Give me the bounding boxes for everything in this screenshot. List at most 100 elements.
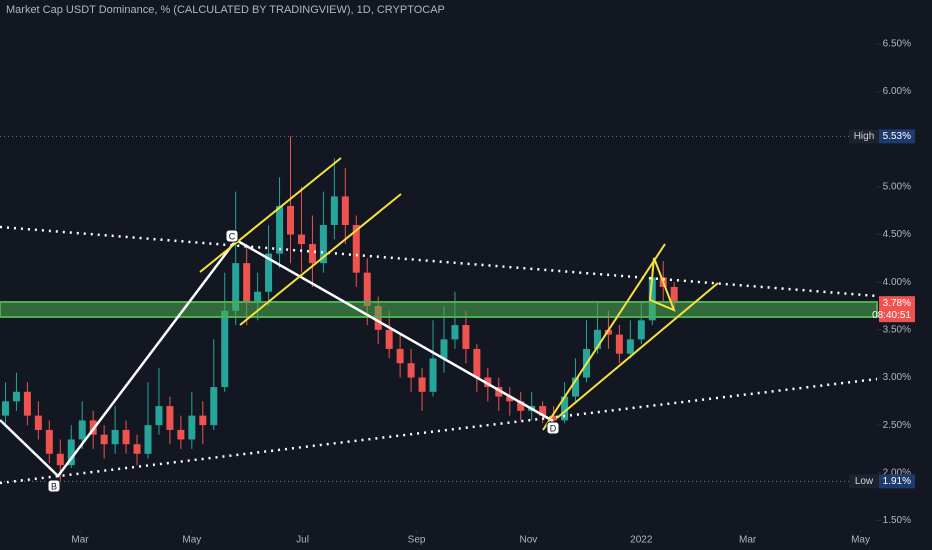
- candle-body: [100, 434, 108, 445]
- candle-body: [23, 391, 31, 416]
- last-price: 3.78%: [883, 298, 911, 309]
- zigzag: [0, 238, 554, 478]
- candle-body: [166, 406, 174, 430]
- candle-body: [385, 329, 393, 349]
- candle-body: [308, 244, 316, 264]
- pivot-label: B: [51, 481, 57, 491]
- candle-body: [429, 358, 437, 392]
- candle-body: [122, 429, 130, 445]
- candle-body: [550, 415, 558, 421]
- candle-body: [133, 444, 141, 454]
- channel-line: [239, 193, 402, 326]
- support-zone: [0, 301, 878, 318]
- x-tick-label: Sep: [408, 535, 426, 546]
- flag-triangle: [648, 257, 676, 312]
- candle-body: [243, 263, 251, 302]
- marker-label: Low: [855, 476, 874, 487]
- candle-body: [396, 348, 404, 364]
- candle-body: [254, 291, 262, 302]
- marker-value: 5.53%: [883, 131, 911, 142]
- candle-body: [561, 396, 569, 421]
- candle-body: [199, 415, 207, 426]
- candle-body: [276, 205, 284, 254]
- chart-title: Market Cap USDT Dominance, % (CALCULATED…: [6, 4, 445, 16]
- y-tick-label: 2.50%: [883, 420, 911, 431]
- x-tick-label: Mar: [739, 535, 757, 546]
- marker-box: [849, 474, 879, 489]
- candle-body: [615, 334, 623, 354]
- channel-line: [199, 157, 342, 273]
- y-tick-label: 3.00%: [883, 372, 911, 383]
- last-price-box: [879, 296, 915, 323]
- candle-body: [319, 225, 327, 264]
- candle-body: [440, 339, 448, 359]
- candle-body: [265, 253, 273, 292]
- candle-body: [506, 396, 514, 402]
- candle-body: [539, 406, 547, 416]
- pivot-box: [225, 229, 239, 243]
- candle-body: [155, 406, 163, 426]
- candle-body: [593, 329, 601, 349]
- y-tick-label: 2.00%: [883, 467, 911, 478]
- candle-body: [462, 325, 470, 349]
- x-tick-label: 2022: [630, 535, 653, 546]
- y-tick-label: 6.00%: [883, 86, 911, 97]
- channel-line: [542, 243, 666, 431]
- candle-body: [407, 363, 415, 378]
- y-tick-label: 1.50%: [883, 515, 911, 526]
- candle-body: [56, 453, 64, 466]
- candle-body: [648, 277, 656, 321]
- x-tick-label: May: [182, 535, 201, 546]
- candle-body: [144, 425, 152, 454]
- candle-body: [177, 429, 185, 440]
- candle-body: [352, 225, 360, 273]
- y-tick-label: 4.00%: [883, 277, 911, 288]
- pivot-box: [47, 479, 61, 493]
- candle-body: [78, 420, 86, 440]
- resistance-trendline: [0, 225, 878, 298]
- candle-body: [188, 415, 196, 440]
- y-tick-label: 3.50%: [883, 324, 911, 335]
- candle-body: [418, 377, 426, 392]
- marker-value-box: [879, 474, 915, 489]
- pivot-box: [546, 421, 560, 435]
- candle-body: [287, 205, 295, 235]
- candle-body: [1, 401, 9, 416]
- channel-line: [556, 282, 719, 419]
- drawings: [0, 157, 878, 485]
- pivot-label: C: [229, 231, 236, 241]
- candle-body: [221, 310, 229, 388]
- candle-body: [232, 263, 240, 311]
- candle-body: [484, 377, 492, 388]
- pivot-label: D: [550, 423, 557, 433]
- candle-body: [210, 387, 218, 426]
- x-tick-label: Mar: [71, 535, 89, 546]
- x-tick-label: May: [851, 535, 870, 546]
- candle-body: [45, 429, 53, 454]
- marker-box: [849, 129, 879, 144]
- grid: [79, 43, 881, 533]
- support-trendline: [0, 377, 878, 485]
- candle-body: [572, 377, 580, 397]
- candle-body: [34, 415, 42, 430]
- candle-body: [330, 196, 338, 226]
- candle-body: [363, 272, 371, 307]
- y-tick-label: 5.00%: [883, 182, 911, 193]
- y-tick-label: 4.50%: [883, 229, 911, 240]
- candle-body: [451, 325, 459, 340]
- marker-label: High: [854, 131, 875, 142]
- candle-body: [111, 429, 119, 445]
- countdown: 08:40:51: [872, 310, 911, 321]
- marker-value-box: [879, 129, 915, 144]
- candle-body: [495, 387, 503, 397]
- candle-body: [297, 234, 305, 245]
- candle-body: [341, 196, 349, 226]
- candle-body: [517, 401, 525, 411]
- marker-value: 1.91%: [883, 476, 911, 487]
- candle-body: [626, 339, 634, 354]
- candle-body: [604, 329, 612, 335]
- candle-body: [637, 320, 645, 340]
- candle-body: [67, 439, 75, 466]
- candle-body: [670, 286, 678, 304]
